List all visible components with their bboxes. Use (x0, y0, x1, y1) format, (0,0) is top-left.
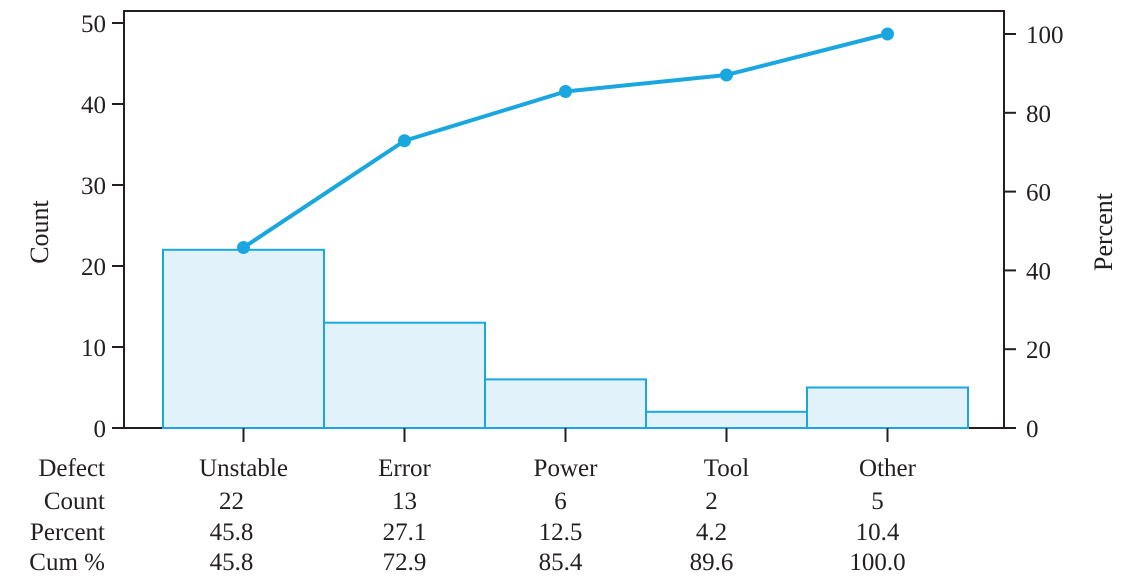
table-cell-r2-c3: 4.2 (696, 519, 727, 546)
cumulative-line-layer (237, 27, 894, 255)
table-cell-r1-c0: 22 (219, 488, 244, 515)
table-cell-r2-c0: 45.8 (210, 519, 254, 546)
bar-unstable (162, 248, 325, 429)
table-cell-r3-c4: 100.0 (849, 549, 905, 576)
cumulative-point-other (881, 27, 894, 41)
bar-tool (645, 410, 808, 429)
table-row-label-2: Percent (30, 519, 105, 546)
bar-power (484, 378, 647, 429)
bar-other (806, 386, 969, 429)
table-cell-r3-c2: 85.4 (539, 549, 583, 576)
y2-tick-label-20: 20 (1026, 337, 1051, 364)
table-row-label-0: Defect (38, 455, 105, 482)
cumulative-percent-line (242, 32, 888, 250)
table-row-label-1: Count (44, 488, 105, 515)
table-cell-r2-c4: 10.4 (856, 519, 900, 546)
table-cell-r0-c2: Power (534, 455, 599, 482)
cumulative-point-error (398, 134, 411, 148)
table-cell-r3-c0: 45.8 (210, 549, 254, 576)
table-cell-r3-c1: 72.9 (383, 549, 427, 576)
y2-axis-title: Percent (1089, 192, 1118, 271)
y2-tick-label-40: 40 (1026, 258, 1051, 285)
table-cell-r1-c3: 2 (705, 488, 718, 515)
y-tick-label-40: 40 (81, 92, 106, 119)
y-tick-label-30: 30 (81, 173, 106, 200)
table-cell-r0-c0: Unstable (199, 455, 288, 482)
y-tick-label-20: 20 (81, 254, 106, 281)
y-tick-label-50: 50 (81, 11, 106, 38)
table-cell-r0-c4: Other (859, 455, 917, 482)
y-tick-label-10: 10 (81, 335, 106, 362)
y2-tick-label-80: 80 (1026, 101, 1051, 128)
table-cell-r2-c2: 12.5 (539, 519, 583, 546)
axes-layer: 0 10 20 30 40 50 0 20 40 60 80 100 (81, 11, 1064, 443)
cumulative-point-unstable (237, 241, 250, 255)
cumulative-point-power (559, 85, 572, 99)
table-cell-r1-c1: 13 (392, 488, 417, 515)
bar-error (323, 321, 486, 430)
table-row-label-3: Cum % (29, 549, 105, 576)
cumulative-point-tool (720, 68, 733, 82)
y2-tick-label-60: 60 (1026, 180, 1051, 207)
table-cell-r1-c4: 5 (871, 488, 884, 515)
table-cell-r0-c1: Error (378, 455, 431, 482)
bars-layer (162, 248, 969, 430)
table-cell-r1-c2: 6 (554, 488, 567, 515)
y2-tick-label-0: 0 (1026, 416, 1039, 443)
table-cell-r3-c3: 89.6 (690, 549, 734, 576)
y-axis-title: Count (25, 199, 54, 263)
y2-tick-label-100: 100 (1026, 22, 1064, 49)
table-cell-r2-c1: 27.1 (383, 519, 427, 546)
table-cell-r0-c3: Tool (704, 455, 750, 482)
y-tick-label-0: 0 (94, 416, 107, 443)
